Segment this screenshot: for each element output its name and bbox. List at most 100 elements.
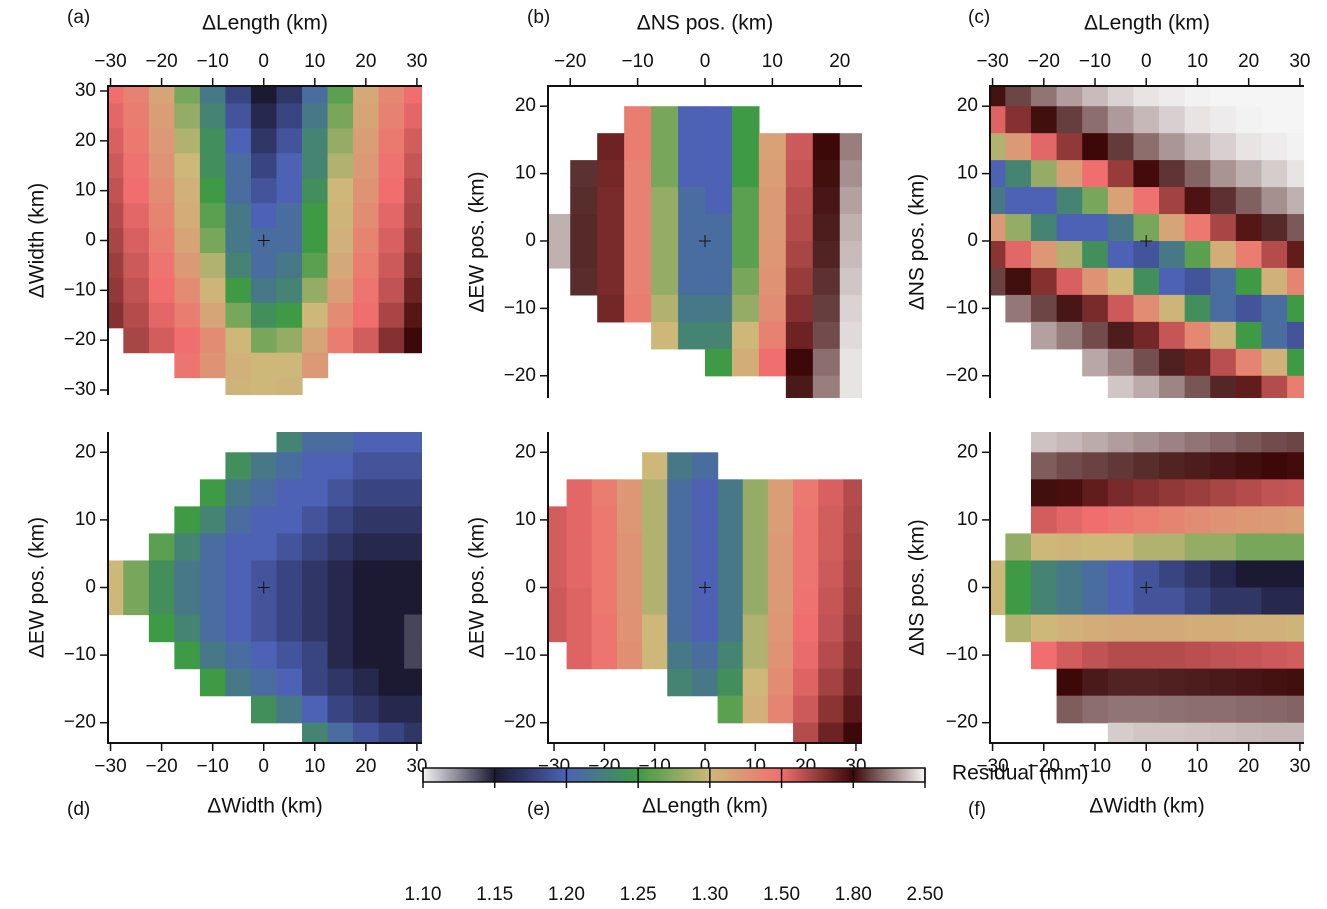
- cell: [276, 479, 303, 507]
- cell: [225, 533, 252, 562]
- cell: [250, 302, 278, 329]
- cell: [1133, 641, 1160, 670]
- cell: [839, 294, 862, 323]
- cell: [302, 228, 329, 254]
- cell: [793, 614, 819, 643]
- cell: [785, 214, 814, 242]
- cell: [812, 294, 841, 323]
- cell: [378, 252, 405, 279]
- cell: [1056, 86, 1083, 107]
- cell: [1159, 452, 1186, 480]
- cell: [404, 479, 422, 507]
- cell: [1107, 722, 1135, 743]
- cell: [651, 321, 679, 350]
- cell: [742, 506, 769, 535]
- cell: [225, 352, 252, 379]
- cell: [148, 178, 175, 204]
- x-tick-label: −30: [976, 51, 1008, 72]
- cell: [353, 228, 380, 254]
- cell: [793, 668, 819, 697]
- cell: [174, 352, 201, 379]
- cell: [1287, 106, 1304, 134]
- cell: [1133, 614, 1160, 643]
- cell: [327, 203, 354, 229]
- cell: [1056, 587, 1083, 616]
- cell: [1184, 348, 1211, 377]
- cell: [276, 103, 303, 129]
- x-axis-label: ΔWidth (km): [1089, 795, 1205, 818]
- cell: [1056, 533, 1083, 562]
- cell: [302, 560, 329, 589]
- cell: [1133, 479, 1160, 507]
- cell: [1210, 479, 1237, 507]
- cell: [378, 86, 405, 105]
- cell: [1030, 160, 1058, 188]
- cell: [742, 641, 769, 670]
- cell: [812, 240, 841, 269]
- cell: [717, 641, 744, 670]
- cell: [667, 506, 694, 535]
- cell: [843, 668, 862, 697]
- x-tick-label: 30: [406, 756, 427, 777]
- cell: [1056, 432, 1083, 453]
- cell: [1287, 722, 1304, 743]
- cell: [404, 86, 422, 105]
- cell: [1210, 133, 1237, 161]
- cell: [1184, 479, 1211, 507]
- cell: [1235, 375, 1263, 398]
- cell: [174, 228, 201, 254]
- cell: [1030, 641, 1058, 670]
- cell: [174, 128, 201, 154]
- cell: [1107, 240, 1135, 269]
- cell: [250, 86, 278, 105]
- cell: [1159, 479, 1186, 507]
- cell: [1235, 560, 1263, 589]
- cell: [1184, 668, 1211, 697]
- cell: [199, 86, 227, 105]
- cell: [1107, 560, 1135, 589]
- cell: [1235, 240, 1263, 269]
- y-tick-label: −10: [64, 644, 96, 665]
- cell: [678, 267, 706, 296]
- cell: [1287, 432, 1304, 453]
- cell: [1005, 160, 1032, 188]
- cell: [148, 86, 175, 105]
- cell: [624, 240, 652, 269]
- cell: [1261, 722, 1288, 743]
- cell: [302, 533, 329, 562]
- cell: [642, 614, 668, 643]
- x-tick-label: −20: [554, 51, 586, 72]
- cell: [1210, 160, 1237, 188]
- cell: [276, 327, 303, 354]
- cell: [624, 187, 652, 215]
- cell: [404, 128, 422, 154]
- cell: [302, 203, 329, 229]
- cell: [692, 614, 719, 643]
- cell: [148, 533, 175, 562]
- cell: [1261, 267, 1288, 296]
- cell: [1056, 294, 1083, 323]
- cell: [812, 348, 841, 377]
- cell: [812, 133, 841, 161]
- cell: [1210, 294, 1237, 323]
- cell: [302, 695, 329, 724]
- cell: [705, 133, 733, 161]
- cell: [785, 187, 814, 215]
- cell: [1261, 240, 1288, 269]
- cell: [302, 587, 329, 616]
- cell: [624, 160, 652, 188]
- cell: [276, 277, 303, 304]
- cell: [570, 214, 598, 242]
- cell: [1210, 695, 1237, 724]
- cell: [591, 614, 618, 643]
- cell: [404, 668, 422, 697]
- cell: [570, 240, 598, 269]
- cell: [597, 267, 625, 296]
- y-tick-label: −10: [946, 297, 978, 318]
- cell: [1235, 479, 1263, 507]
- cell: [327, 722, 354, 743]
- y-tick-label: −20: [946, 365, 978, 386]
- cell: [705, 348, 733, 377]
- cell: [276, 432, 303, 453]
- cell: [767, 479, 794, 507]
